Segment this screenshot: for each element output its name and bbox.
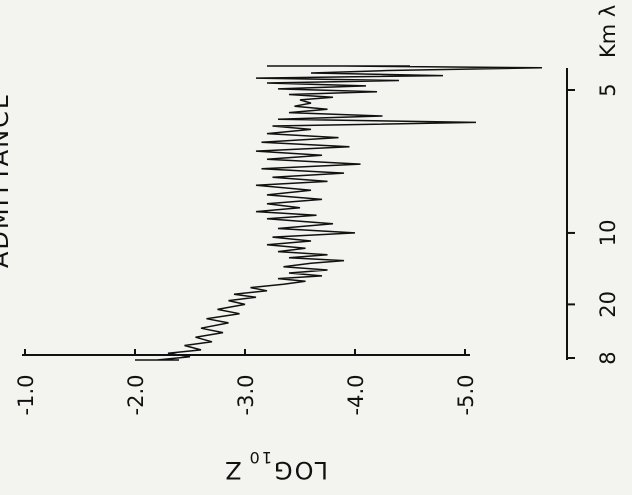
y-tick-label-1: -2.0 [124, 375, 148, 416]
chart-tick-labels: -1.0 -2.0 -3.0 -4.0 -5.0 8 20 10 5 [14, 83, 620, 415]
chart-title: ADMITTANCE [0, 92, 14, 268]
y-tick-label-0: -1.0 [14, 375, 38, 416]
chart-ticks [24, 89, 575, 359]
x-tick-label-1: 20 [596, 291, 620, 318]
y-axis-title-main: LOG [272, 456, 328, 484]
y-tick-label-2: -3.0 [234, 375, 258, 416]
x-tick-label-3: 5 [596, 83, 620, 96]
y-axis-title: LOG10 Z [223, 449, 328, 485]
x-axis-unit-label: Km λ [596, 5, 620, 58]
series-line [135, 65, 543, 361]
y-axis-title-suffix: Z [223, 456, 241, 484]
y-tick-label-4: -5.0 [454, 375, 478, 416]
x-tick-label-2: 10 [596, 220, 620, 247]
x-tick-label-0: 8 [596, 351, 620, 364]
svg-text:LOG10Z: LOG10 Z [223, 449, 328, 485]
y-tick-label-3: -4.0 [344, 375, 368, 416]
y-axis-title-subscript: 10 [248, 449, 272, 468]
